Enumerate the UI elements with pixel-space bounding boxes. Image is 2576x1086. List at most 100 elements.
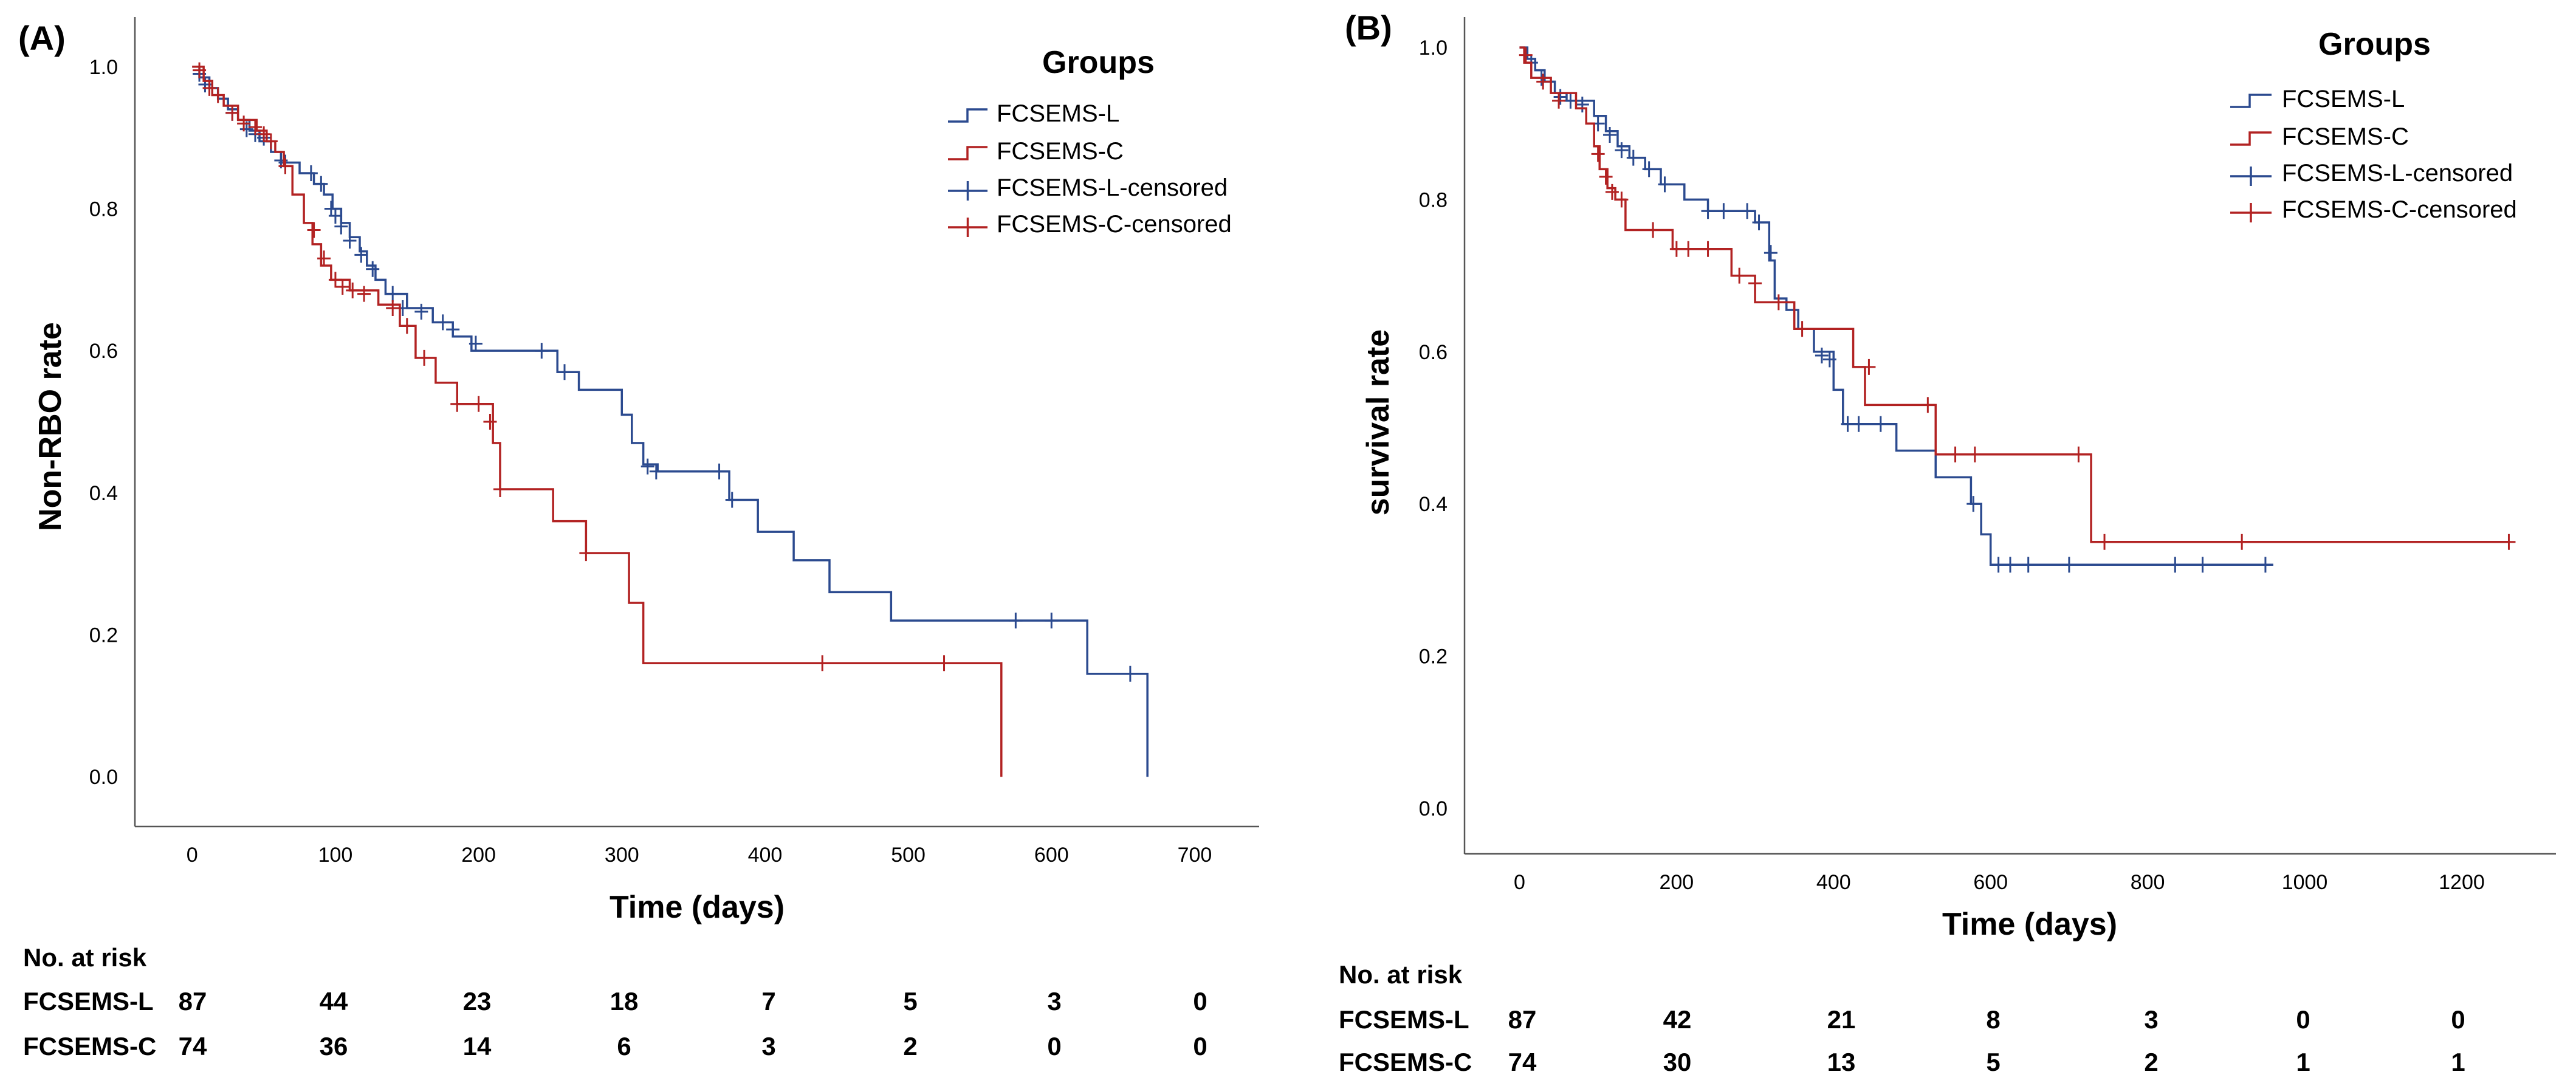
legend-swatch-fcsems-c-censored-a xyxy=(948,218,987,237)
censor-mark-fcsems-c-a xyxy=(202,80,216,96)
censor-mark-fcsems-c-b xyxy=(1536,74,1550,90)
x-tick-label-a: 0 xyxy=(187,844,198,867)
risk-value-fcsems-l-a: 3 xyxy=(1047,987,1061,1016)
legend-title-b: Groups xyxy=(2318,27,2431,62)
censor-mark-fcsems-c-a xyxy=(257,126,271,142)
risk-table-a: No. at risk FCSEMS-L FCSEMS-C xyxy=(23,943,156,1060)
censor-mark-fcsems-l-a xyxy=(304,165,318,182)
censor-mark-fcsems-c-a xyxy=(386,300,400,317)
legend-entry-fcsems-c-b: FCSEMS-C xyxy=(2282,123,2409,150)
censor-mark-fcsems-l-b xyxy=(1658,176,1672,193)
censor-mark-fcsems-c-a xyxy=(307,222,321,238)
risk-row-label-fcsems-c-b: FCSEMS-C xyxy=(1339,1048,1472,1076)
risk-value-fcsems-l-b: 21 xyxy=(1827,1005,1856,1034)
censor-mark-fcsems-c-b xyxy=(2072,446,2086,462)
censor-mark-fcsems-c-b xyxy=(1862,359,1876,375)
censor-mark-fcsems-c-a xyxy=(493,481,507,497)
censor-mark-fcsems-l-a xyxy=(343,233,357,249)
censor-mark-fcsems-l-b xyxy=(1701,203,1715,219)
censor-mark-fcsems-l-b xyxy=(1626,149,1640,166)
x-tick-label-b: 1200 xyxy=(2439,871,2485,894)
censor-mark-fcsems-l-a xyxy=(469,335,483,352)
censor-mark-fcsems-c-b xyxy=(1795,321,1809,337)
x-tick-label-a: 600 xyxy=(1034,844,1069,867)
censor-mark-fcsems-l-a xyxy=(558,364,572,380)
risk-value-fcsems-c-a: 0 xyxy=(1193,1032,1207,1060)
risk-value-fcsems-c-a: 6 xyxy=(617,1032,631,1060)
x-tick-label-b: 0 xyxy=(1514,871,1525,894)
censor-mark-fcsems-c-b xyxy=(2235,534,2249,550)
censor-mark-fcsems-c-b xyxy=(1701,241,1715,257)
y-tick-label-b: 0.2 xyxy=(1419,645,1448,668)
y-tick-label-b: 0.8 xyxy=(1419,188,1448,211)
censor-mark-fcsems-c-a xyxy=(937,655,951,672)
legend-entry-fcsems-c-censored-a: FCSEMS-C-censored xyxy=(997,211,1232,238)
censor-mark-fcsems-l-b xyxy=(1603,127,1617,143)
risk-table-title-b: No. at risk xyxy=(1339,960,1463,989)
censor-mark-fcsems-c-a xyxy=(450,396,464,412)
risk-value-fcsems-l-a: 87 xyxy=(179,987,207,1016)
risk-value-fcsems-c-b: 13 xyxy=(1827,1048,1856,1076)
censor-mark-fcsems-l-b xyxy=(1717,203,1731,219)
censor-mark-fcsems-c-a xyxy=(225,105,239,121)
risk-value-fcsems-c-a: 3 xyxy=(761,1032,775,1060)
risk-value-fcsems-c-b: 30 xyxy=(1663,1048,1692,1076)
censor-mark-fcsems-l-b xyxy=(1966,496,1980,512)
censor-mark-fcsems-c-a xyxy=(483,414,497,430)
censor-mark-fcsems-c-b xyxy=(1968,446,1982,462)
legend-entry-fcsems-l-censored-a: FCSEMS-L-censored xyxy=(997,174,1228,201)
censor-mark-fcsems-l-a xyxy=(436,314,450,331)
risk-value-fcsems-l-a: 18 xyxy=(610,987,639,1016)
risk-value-fcsems-l-b: 8 xyxy=(1986,1005,2000,1034)
censor-mark-fcsems-l-a xyxy=(386,286,400,302)
censor-mark-fcsems-l-a xyxy=(649,463,663,479)
censor-mark-fcsems-l-b xyxy=(2021,557,2035,573)
censor-mark-fcsems-c-a xyxy=(328,272,342,288)
censor-mark-fcsems-c-a xyxy=(211,87,225,103)
censor-mark-fcsems-l-b xyxy=(1740,203,1754,219)
risk-value-fcsems-c-b: 1 xyxy=(2296,1048,2310,1076)
x-tick-label-a: 200 xyxy=(461,844,496,867)
y-tick-label-a: 0.8 xyxy=(89,198,118,221)
risk-value-fcsems-l-b: 42 xyxy=(1663,1005,1692,1034)
legend-swatch-fcsems-c-censored-b xyxy=(2230,203,2272,222)
legend-entry-fcsems-l-censored-b: FCSEMS-L-censored xyxy=(2282,160,2513,187)
legend-entry-fcsems-l-b: FCSEMS-L xyxy=(2282,86,2405,112)
x-tick-label-a: 100 xyxy=(318,844,353,867)
censor-mark-fcsems-c-a xyxy=(357,286,371,302)
legend-a: Groups FCSEMS-L FCSEMS-C FCSEMS-L-censor… xyxy=(997,45,1232,238)
x-tick-label-a: 700 xyxy=(1178,844,1212,867)
risk-value-fcsems-c-b: 1 xyxy=(2451,1048,2465,1076)
censor-mark-fcsems-l-a xyxy=(334,218,348,235)
censor-mark-fcsems-c-a xyxy=(816,655,829,672)
censor-mark-fcsems-c-a xyxy=(417,349,431,366)
km-curve-fcsems-c-b xyxy=(1519,46,2509,543)
legend-swatch-fcsems-l-b xyxy=(2230,94,2272,108)
legend-entry-fcsems-l-a: FCSEMS-L xyxy=(997,100,1119,127)
x-tick-label-a: 400 xyxy=(748,844,783,867)
censor-mark-fcsems-c-b xyxy=(1748,275,1762,292)
censor-mark-fcsems-l-a xyxy=(314,176,328,192)
y-tick-label-b: 0.0 xyxy=(1419,797,1448,820)
censor-mark-fcsems-l-b xyxy=(2258,557,2272,573)
x-tick-label-b: 400 xyxy=(1816,871,1851,894)
censor-mark-fcsems-c-a xyxy=(472,396,486,412)
risk-value-fcsems-l-a: 44 xyxy=(320,987,348,1016)
risk-value-fcsems-l-a: 23 xyxy=(463,987,492,1016)
panel-label-a: (A) xyxy=(18,19,66,57)
y-tick-label-b: 1.0 xyxy=(1419,36,1448,60)
censor-mark-fcsems-l-b xyxy=(1752,214,1766,230)
censor-mark-fcsems-c-b xyxy=(1921,397,1935,413)
censor-mark-fcsems-l-a xyxy=(1045,613,1059,629)
censor-mark-fcsems-l-a xyxy=(725,492,739,508)
censor-mark-fcsems-l-b xyxy=(2168,557,2182,573)
risk-table-b: No. at risk FCSEMS-L FCSEMS-C xyxy=(1339,960,1472,1076)
risk-value-fcsems-c-a: 74 xyxy=(179,1032,207,1060)
censor-mark-fcsems-c-a xyxy=(317,250,331,267)
censor-mark-fcsems-c-a xyxy=(335,279,349,295)
legend-swatch-fcsems-c-b xyxy=(2230,131,2272,146)
risk-value-fcsems-l-a: 7 xyxy=(761,987,775,1016)
legend-b: Groups FCSEMS-L FCSEMS-C FCSEMS-L-censor… xyxy=(2282,27,2517,223)
censor-mark-fcsems-c-a xyxy=(579,545,593,562)
censor-mark-fcsems-l-b xyxy=(1575,96,1589,112)
